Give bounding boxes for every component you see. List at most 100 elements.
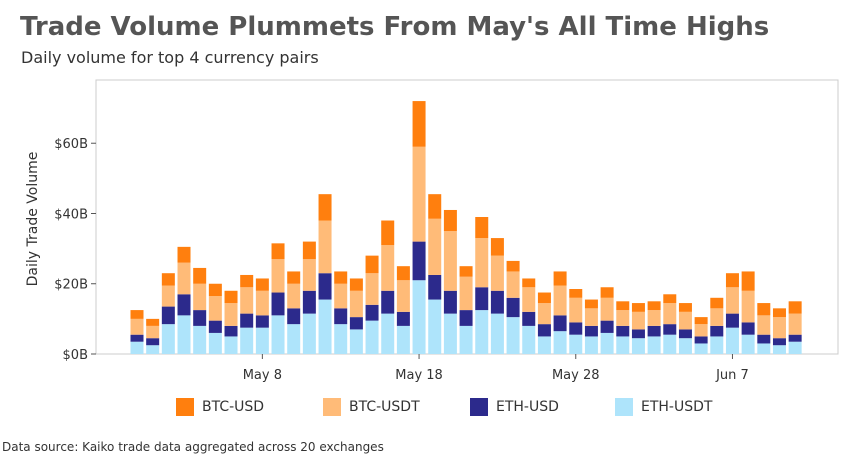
bar-segment-eth-usdt[interactable] <box>741 334 755 354</box>
bar-segment-btc-usdt[interactable] <box>475 238 489 288</box>
bar-segment-eth-usdt[interactable] <box>506 317 520 354</box>
bar-segment-btc-usd[interactable] <box>537 292 551 304</box>
bar-segment-btc-usd[interactable] <box>506 260 520 272</box>
bar-segment-btc-usdt[interactable] <box>240 287 254 314</box>
bar-stack[interactable] <box>694 317 708 354</box>
bar-segment-btc-usdt[interactable] <box>349 290 363 318</box>
bar-segment-eth-usdt[interactable] <box>537 336 551 354</box>
bar-segment-btc-usd[interactable] <box>428 194 442 219</box>
bar-segment-eth-usd[interactable] <box>772 338 786 346</box>
bar-stack[interactable] <box>772 308 786 354</box>
bar-segment-eth-usd[interactable] <box>428 274 442 300</box>
bar-segment-btc-usd[interactable] <box>490 238 504 256</box>
bar-segment-btc-usdt[interactable] <box>616 310 630 326</box>
bar-stack[interactable] <box>412 101 426 354</box>
bar-stack[interactable] <box>459 266 473 354</box>
bar-segment-btc-usd[interactable] <box>334 271 348 284</box>
bar-stack[interactable] <box>177 246 191 354</box>
bar-segment-eth-usd[interactable] <box>584 325 598 337</box>
bar-segment-eth-usd[interactable] <box>177 294 191 316</box>
bar-segment-eth-usd[interactable] <box>522 311 536 326</box>
bar-segment-btc-usdt[interactable] <box>365 273 379 305</box>
bar-stack[interactable] <box>287 271 301 354</box>
bar-segment-eth-usdt[interactable] <box>710 336 724 354</box>
bar-stack[interactable] <box>475 217 489 354</box>
bar-segment-btc-usdt[interactable] <box>224 303 238 326</box>
bar-stack[interactable] <box>334 271 348 354</box>
bar-segment-eth-usdt[interactable] <box>600 332 614 354</box>
bar-segment-eth-usd[interactable] <box>287 308 301 325</box>
bar-segment-btc-usdt[interactable] <box>757 315 771 335</box>
legend-item-btc-usdt[interactable]: BTC-USDT <box>323 398 420 416</box>
bar-segment-eth-usdt[interactable] <box>553 331 567 354</box>
bar-segment-btc-usdt[interactable] <box>772 317 786 339</box>
bar-stack[interactable] <box>663 294 677 354</box>
bar-segment-eth-usd[interactable] <box>710 325 724 337</box>
bar-segment-eth-usdt[interactable] <box>130 341 144 354</box>
bar-segment-btc-usd[interactable] <box>631 303 645 312</box>
bar-segment-btc-usd[interactable] <box>725 273 739 288</box>
bar-segment-eth-usdt[interactable] <box>788 341 802 354</box>
bar-segment-btc-usd[interactable] <box>757 303 771 316</box>
bar-segment-btc-usd[interactable] <box>224 290 238 304</box>
bar-segment-eth-usdt[interactable] <box>694 343 708 354</box>
bar-segment-eth-usd[interactable] <box>600 320 614 333</box>
bar-segment-eth-usdt[interactable] <box>663 334 677 354</box>
bar-segment-btc-usd[interactable] <box>475 217 489 239</box>
bar-stack[interactable] <box>443 209 457 354</box>
legend-item-eth-usdt[interactable]: ETH-USDT <box>615 398 712 416</box>
bar-segment-eth-usd[interactable] <box>161 306 175 325</box>
bar-segment-eth-usdt[interactable] <box>678 338 692 354</box>
bar-segment-eth-usd[interactable] <box>631 329 645 339</box>
bar-stack[interactable] <box>365 255 379 354</box>
bar-stack[interactable] <box>208 283 222 354</box>
bar-segment-btc-usd[interactable] <box>694 317 708 325</box>
bar-segment-btc-usd[interactable] <box>663 294 677 304</box>
bar-segment-eth-usd[interactable] <box>271 292 285 316</box>
bar-segment-btc-usd[interactable] <box>600 287 614 298</box>
bar-segment-btc-usd[interactable] <box>772 308 786 318</box>
bar-segment-btc-usd[interactable] <box>459 266 473 277</box>
bar-segment-eth-usd[interactable] <box>616 325 630 337</box>
bar-segment-eth-usdt[interactable] <box>475 310 489 354</box>
bar-segment-btc-usd[interactable] <box>741 271 755 291</box>
bar-segment-btc-usdt[interactable] <box>443 231 457 291</box>
bar-segment-eth-usd[interactable] <box>349 317 363 330</box>
bar-segment-btc-usd[interactable] <box>287 271 301 284</box>
bar-segment-eth-usdt[interactable] <box>224 336 238 354</box>
bar-stack[interactable] <box>302 241 316 354</box>
bar-segment-btc-usdt[interactable] <box>255 290 269 316</box>
bar-segment-eth-usd[interactable] <box>553 315 567 332</box>
bar-segment-eth-usd[interactable] <box>240 313 254 328</box>
bar-segment-btc-usdt[interactable] <box>459 276 473 311</box>
bar-segment-eth-usd[interactable] <box>678 329 692 339</box>
bar-segment-eth-usdt[interactable] <box>381 313 395 354</box>
bar-stack[interactable] <box>757 303 771 354</box>
bar-segment-btc-usdt[interactable] <box>663 303 677 325</box>
bar-segment-btc-usdt[interactable] <box>334 283 348 309</box>
bar-segment-eth-usd[interactable] <box>663 324 677 335</box>
bar-stack[interactable] <box>224 290 238 354</box>
bar-segment-btc-usd[interactable] <box>365 255 379 274</box>
bar-segment-eth-usd[interactable] <box>318 273 332 300</box>
bar-segment-btc-usdt[interactable] <box>741 290 755 323</box>
legend-item-btc-usd[interactable]: BTC-USD <box>176 398 264 416</box>
bar-stack[interactable] <box>130 310 144 354</box>
bar-segment-btc-usd[interactable] <box>318 194 332 221</box>
bar-stack[interactable] <box>678 303 692 354</box>
bar-segment-btc-usdt[interactable] <box>647 310 661 326</box>
bar-segment-btc-usdt[interactable] <box>302 259 316 291</box>
bar-segment-btc-usdt[interactable] <box>788 313 802 335</box>
bar-segment-eth-usdt[interactable] <box>240 327 254 354</box>
bar-stack[interactable] <box>522 278 536 354</box>
bar-segment-btc-usd[interactable] <box>193 267 207 284</box>
bar-segment-btc-usd[interactable] <box>678 303 692 312</box>
bar-segment-eth-usdt[interactable] <box>584 336 598 354</box>
bar-segment-eth-usd[interactable] <box>490 290 504 314</box>
bar-segment-eth-usd[interactable] <box>255 315 269 328</box>
bar-segment-btc-usd[interactable] <box>788 301 802 314</box>
bar-segment-btc-usd[interactable] <box>396 266 410 281</box>
bar-stack[interactable] <box>647 301 661 354</box>
bar-segment-eth-usd[interactable] <box>757 334 771 344</box>
bar-segment-eth-usdt[interactable] <box>443 313 457 354</box>
